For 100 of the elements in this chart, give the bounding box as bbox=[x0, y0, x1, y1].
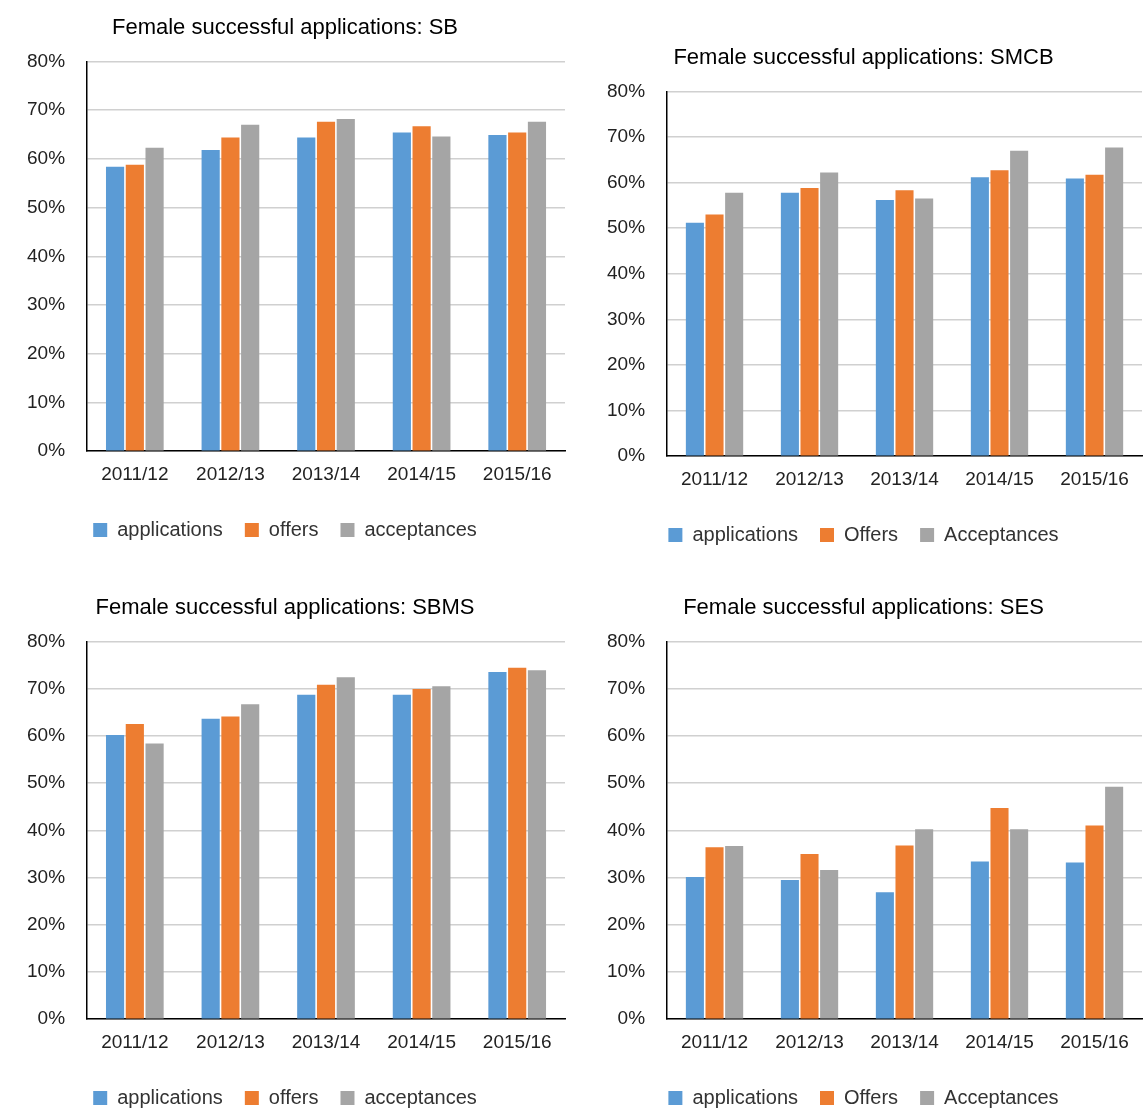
x-tick-label: 2014/15 bbox=[387, 1030, 456, 1052]
bar bbox=[820, 172, 839, 456]
y-tick-label: 20% bbox=[27, 912, 66, 934]
chart-title: Female successful applications: SBMS bbox=[95, 594, 475, 620]
bar bbox=[488, 672, 507, 1019]
y-tick-label: 0% bbox=[617, 444, 646, 466]
legend-label: applications bbox=[117, 517, 223, 540]
bar bbox=[105, 166, 125, 451]
y-tick-label: 70% bbox=[607, 125, 646, 147]
x-tick-label: 2012/13 bbox=[196, 462, 265, 484]
bar bbox=[412, 689, 431, 1019]
bar bbox=[125, 724, 144, 1019]
bar bbox=[800, 188, 819, 456]
bar bbox=[915, 829, 934, 1019]
bar bbox=[201, 150, 220, 451]
bar bbox=[1010, 150, 1029, 456]
x-tick-label: 2012/13 bbox=[775, 467, 844, 489]
y-tick-label: 80% bbox=[27, 49, 66, 71]
bar bbox=[1065, 862, 1084, 1019]
bar bbox=[221, 137, 240, 451]
x-tick-label: 2013/14 bbox=[870, 1030, 940, 1052]
bar bbox=[125, 164, 144, 451]
y-tick-label: 20% bbox=[607, 912, 646, 934]
bar bbox=[915, 198, 934, 456]
bar bbox=[780, 879, 799, 1019]
bar bbox=[508, 667, 527, 1019]
bar bbox=[970, 177, 989, 456]
y-tick-label: 80% bbox=[607, 79, 646, 101]
bar bbox=[1105, 786, 1124, 1019]
y-tick-label: 10% bbox=[27, 960, 66, 982]
legend-label: offers bbox=[268, 1085, 319, 1108]
legend-label: acceptances bbox=[364, 1085, 477, 1108]
bar bbox=[336, 118, 355, 451]
y-tick-label: 20% bbox=[607, 353, 646, 375]
legend-label: Offers bbox=[844, 1085, 899, 1108]
bar bbox=[221, 716, 240, 1019]
bar bbox=[1085, 825, 1104, 1019]
bar bbox=[316, 121, 336, 451]
y-tick-label: 60% bbox=[607, 170, 646, 192]
y-tick-label: 20% bbox=[27, 341, 66, 363]
legend-label: Offers bbox=[844, 522, 899, 545]
y-tick-label: 80% bbox=[27, 629, 66, 651]
y-tick-label: 30% bbox=[607, 307, 646, 329]
bar bbox=[527, 670, 547, 1019]
y-tick-label: 80% bbox=[607, 629, 646, 651]
bar bbox=[705, 214, 724, 456]
x-tick-label: 2011/12 bbox=[680, 467, 749, 489]
x-tick-label: 2012/13 bbox=[196, 1030, 265, 1052]
bar bbox=[241, 124, 260, 451]
bar bbox=[970, 861, 989, 1019]
legend-label: Acceptances bbox=[944, 522, 1059, 545]
bar bbox=[488, 134, 507, 451]
bar bbox=[145, 743, 164, 1019]
x-tick-label: 2015/16 bbox=[1060, 1030, 1129, 1052]
chart-title: Female successful applications: SMCB bbox=[673, 44, 1054, 70]
bar bbox=[201, 718, 220, 1019]
bar bbox=[725, 845, 744, 1019]
y-tick-label: 50% bbox=[607, 771, 646, 793]
bar bbox=[990, 170, 1009, 456]
bar bbox=[725, 192, 744, 456]
bar bbox=[895, 845, 914, 1019]
bar bbox=[820, 869, 839, 1019]
bar bbox=[297, 694, 316, 1019]
y-tick-label: 70% bbox=[27, 98, 66, 120]
bar bbox=[508, 132, 527, 451]
bar bbox=[685, 877, 704, 1019]
legend-label: applications bbox=[117, 1085, 223, 1108]
bar bbox=[875, 199, 894, 456]
x-tick-label: 2011/12 bbox=[680, 1030, 749, 1052]
x-tick-label: 2013/14 bbox=[291, 462, 361, 484]
x-tick-label: 2013/14 bbox=[291, 1030, 361, 1052]
bar bbox=[780, 192, 799, 456]
legend-label: offers bbox=[268, 517, 319, 540]
bar bbox=[800, 853, 819, 1019]
y-tick-label: 0% bbox=[37, 439, 66, 461]
y-tick-label: 10% bbox=[607, 960, 646, 982]
bar bbox=[1105, 147, 1124, 456]
x-tick-label: 2014/15 bbox=[965, 467, 1034, 489]
x-tick-label: 2014/15 bbox=[965, 1030, 1034, 1052]
y-tick-label: 60% bbox=[27, 724, 66, 746]
y-tick-label: 50% bbox=[607, 216, 646, 238]
bar bbox=[990, 808, 1009, 1019]
y-tick-label: 40% bbox=[607, 818, 646, 840]
y-tick-label: 60% bbox=[27, 147, 66, 169]
bar bbox=[392, 132, 411, 451]
y-tick-label: 10% bbox=[607, 398, 646, 420]
bar bbox=[1085, 174, 1104, 456]
x-tick-label: 2015/16 bbox=[482, 462, 552, 484]
bar bbox=[1010, 829, 1029, 1019]
bar bbox=[432, 686, 451, 1019]
bar bbox=[145, 147, 164, 451]
bar bbox=[316, 684, 336, 1019]
x-tick-label: 2014/15 bbox=[387, 462, 456, 484]
bar bbox=[241, 704, 260, 1019]
y-tick-label: 50% bbox=[27, 195, 66, 217]
y-tick-label: 40% bbox=[27, 244, 66, 266]
bar bbox=[412, 126, 431, 451]
y-tick-label: 0% bbox=[617, 1007, 646, 1029]
x-tick-label: 2013/14 bbox=[870, 467, 940, 489]
y-tick-label: 30% bbox=[27, 865, 66, 887]
